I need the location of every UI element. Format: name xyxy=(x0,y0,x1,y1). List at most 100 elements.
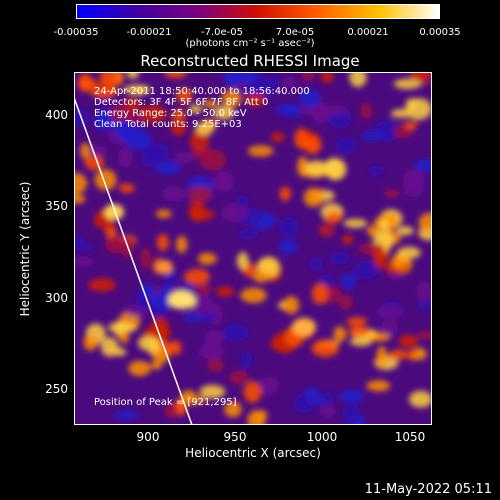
image-pixel-blob xyxy=(329,251,351,265)
image-pixel-blob xyxy=(222,323,250,342)
image-pixel-blob xyxy=(264,75,281,86)
image-pixel-blob xyxy=(160,285,172,297)
image-pixel-blob xyxy=(279,216,299,238)
image-pixel-blob xyxy=(117,147,133,168)
image-pixel-blob xyxy=(311,339,339,357)
y-tick-label: 400 xyxy=(45,108,68,122)
image-pixel-blob xyxy=(326,211,343,223)
image-pixel-blob xyxy=(293,393,316,414)
info-detectors: Detectors: 3F 4F 5F 6F 7F 8F, Att 0 xyxy=(94,97,269,108)
image-pixel-blob xyxy=(199,313,216,323)
image-pixel-blob xyxy=(341,273,357,290)
info-energy-range: Energy Range: 25.0 - 50.0 keV xyxy=(94,108,247,119)
image-pixel-blob xyxy=(170,340,182,356)
image-pixel-blob xyxy=(99,72,124,87)
image-pixel-blob xyxy=(404,121,418,130)
image-pixel-blob xyxy=(195,283,212,295)
image-pixel-blob xyxy=(138,335,157,351)
image-pixel-blob xyxy=(229,370,249,385)
image-pixel-blob xyxy=(320,274,335,286)
image-pixel-blob xyxy=(279,239,298,255)
image-pixel-blob xyxy=(416,331,432,340)
image-pixel-blob xyxy=(417,281,432,303)
x-tick-label: 1000 xyxy=(306,430,338,444)
image-pixel-blob xyxy=(199,149,227,171)
image-pixel-blob xyxy=(187,186,213,203)
image-pixel-blob xyxy=(261,83,274,98)
image-pixel-blob xyxy=(164,72,188,79)
image-pixel-blob xyxy=(115,119,133,140)
image-pixel-blob xyxy=(299,88,321,108)
image-pixel-blob xyxy=(342,234,354,245)
image-pixel-blob xyxy=(412,347,427,360)
info-clean-counts: Clean Total counts: 9.25E+03 xyxy=(94,119,242,130)
image-pixel-blob xyxy=(393,78,422,90)
image-pixel-blob xyxy=(338,295,353,310)
image-pixel-blob xyxy=(342,404,361,423)
peak-position: Position of Peak = [921,295] xyxy=(94,397,237,408)
image-pixel-blob xyxy=(322,391,335,407)
image-pixel-blob xyxy=(164,403,178,419)
image-pixel-blob xyxy=(384,189,400,198)
image-pixel-blob xyxy=(339,390,365,404)
image-pixel-blob xyxy=(162,186,186,202)
image-pixel-blob xyxy=(189,200,205,222)
image-pixel-blob xyxy=(184,268,210,285)
colorbar-tick-label: -7.0e-05 xyxy=(201,27,243,38)
image-pixel-blob xyxy=(360,131,385,141)
image-pixel-blob xyxy=(333,326,347,343)
colorbar-tick-label: 0.00021 xyxy=(347,27,389,38)
image-pixel-blob xyxy=(189,130,209,152)
image-pixel-blob xyxy=(74,172,88,195)
image-pixel-blob xyxy=(417,299,432,310)
colorbar-tick-label: -0.00021 xyxy=(126,27,172,38)
colorbar xyxy=(76,4,440,19)
image-pixel-blob xyxy=(74,256,95,267)
image-pixel-blob xyxy=(195,122,214,136)
image-pixel-blob xyxy=(175,87,193,103)
image-pixel-blob xyxy=(349,72,367,88)
image-pixel-blob xyxy=(381,319,399,335)
image-pixel-blob xyxy=(304,160,330,177)
image-pixel-blob xyxy=(154,160,181,175)
image-pixel-blob xyxy=(105,236,125,254)
image-pixel-blob xyxy=(224,401,242,418)
image-pixel-blob xyxy=(128,360,151,377)
image-pixel-blob xyxy=(155,209,172,219)
image-pixel-blob xyxy=(135,292,148,310)
y-tick-label: 250 xyxy=(45,382,68,396)
image-pixel-blob xyxy=(409,72,430,81)
image-pixel-blob xyxy=(348,326,370,337)
image-pixel-blob xyxy=(389,349,408,360)
image-pixel-blob xyxy=(373,247,388,269)
image-pixel-blob xyxy=(349,336,373,347)
image-pixel-blob xyxy=(346,316,368,327)
image-pixel-blob xyxy=(77,77,98,92)
image-bright-source xyxy=(292,318,316,336)
image-pixel-blob xyxy=(221,90,242,108)
image-pixel-blob xyxy=(245,92,266,107)
image-pixel-blob xyxy=(179,396,207,405)
image-pixel-blob xyxy=(223,72,242,87)
image-pixel-blob xyxy=(270,132,285,143)
image-pixel-blob xyxy=(216,286,235,297)
image-pixel-blob xyxy=(360,102,372,120)
image-pixel-blob xyxy=(309,257,324,271)
image-pixel-blob xyxy=(319,405,336,418)
image-pixel-blob xyxy=(221,203,249,223)
image-pixel-blob xyxy=(397,246,421,259)
image-pixel-blob xyxy=(74,194,86,204)
image-pixel-blob xyxy=(353,260,379,280)
image-pixel-blob xyxy=(279,186,292,201)
image-pixel-blob xyxy=(368,165,385,176)
image-pixel-blob xyxy=(343,218,368,228)
image-pixel-blob xyxy=(321,72,334,83)
y-tick-label: 300 xyxy=(45,291,68,305)
image-pixel-blob xyxy=(197,252,217,265)
image-pixel-blob xyxy=(240,287,267,303)
image-pixel-blob xyxy=(89,146,110,155)
image-pixel-blob xyxy=(80,142,91,159)
image-pixel-blob xyxy=(113,410,139,420)
image-pixel-blob xyxy=(118,183,135,193)
image-pixel-blob xyxy=(414,159,432,172)
